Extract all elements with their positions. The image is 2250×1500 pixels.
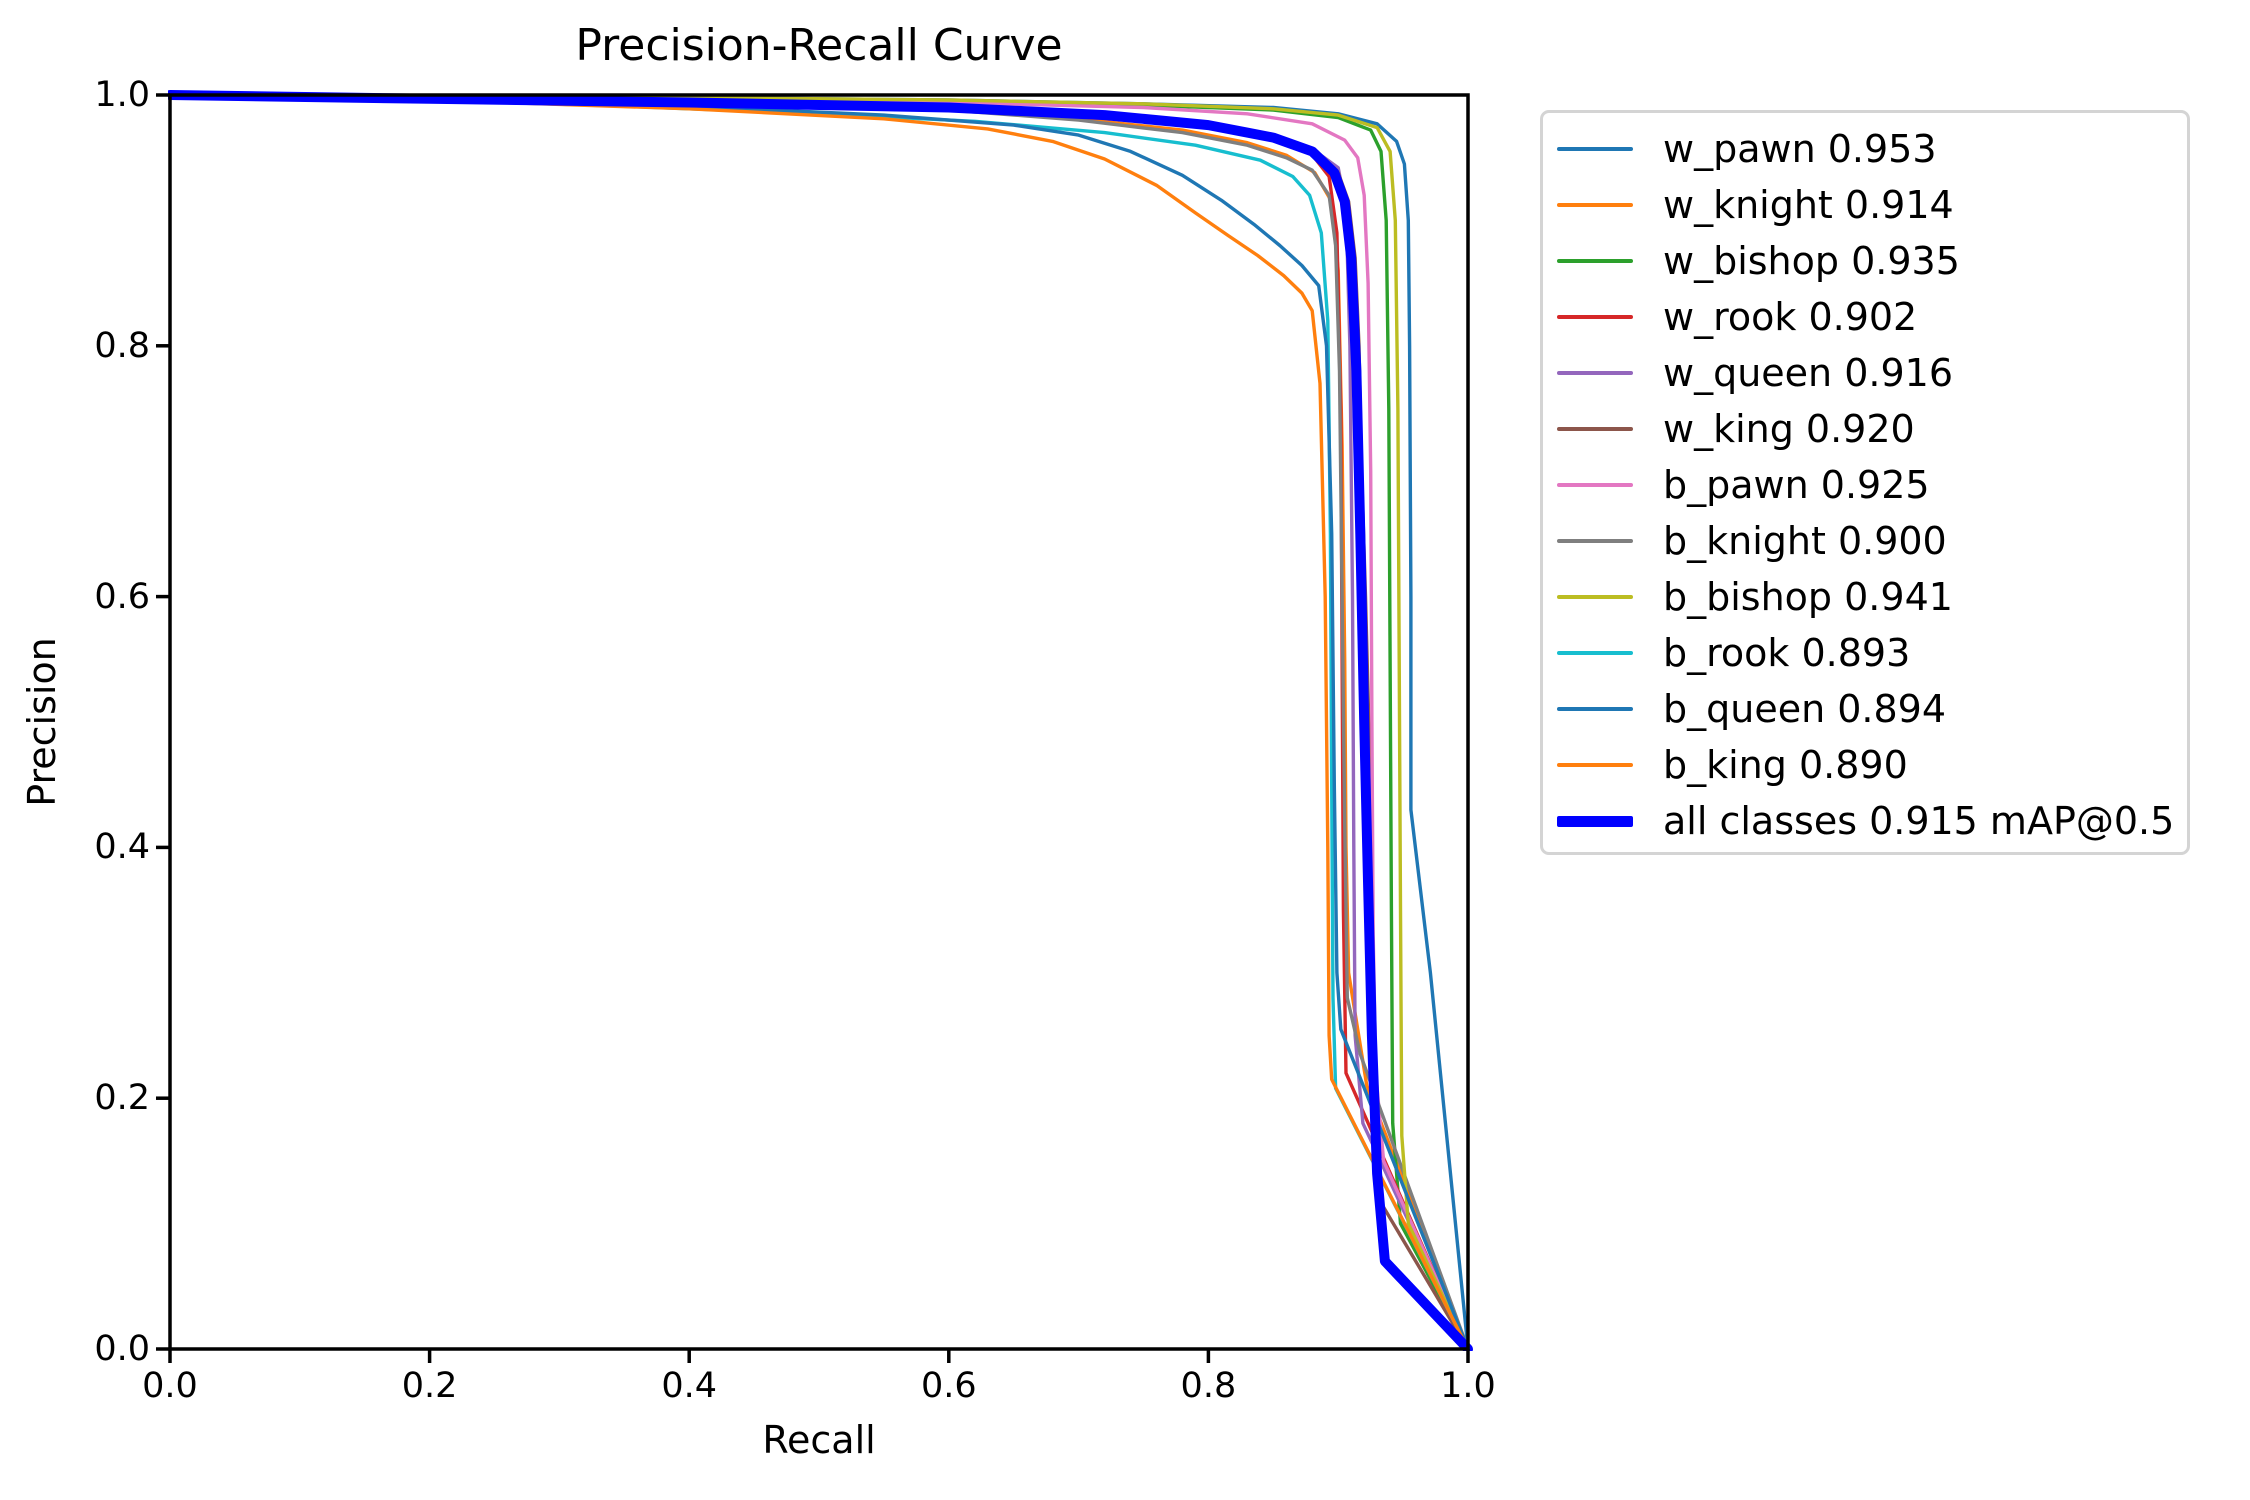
legend-item: b_knight 0.900 [1557,513,2187,569]
legend-item: w_queen 0.916 [1557,345,2187,401]
pr-curve-b_rook [168,93,1470,1351]
legend-line-swatch [1557,202,1633,208]
x-tick-label: 0.8 [1180,1366,1237,1406]
legend-item: w_pawn 0.953 [1557,121,2187,177]
legend-item: w_knight 0.914 [1557,177,2187,233]
pr-curve-w_bishop [168,93,1470,1351]
pr-curve-b_queen [168,93,1470,1351]
y-tick-label: 0.0 [94,1329,150,1369]
legend-line-swatch [1557,258,1633,264]
legend-item: b_rook 0.893 [1557,625,2187,681]
legend-item: b_king 0.890 [1557,737,2187,793]
legend-item: all classes 0.915 mAP@0.5 [1557,793,2187,849]
y-tick-label: 0.4 [94,827,150,868]
axes-spines [168,93,1470,1351]
legend-item: w_rook 0.902 [1557,289,2187,345]
legend-label: w_knight 0.914 [1663,183,1954,227]
y-tick-label: 0.2 [94,1078,150,1119]
x-tick-label: 0.0 [142,1366,198,1406]
legend-line-swatch [1557,370,1633,376]
legend-line-swatch [1557,650,1633,656]
legend-item: w_king 0.920 [1557,401,2187,457]
x-tick-label: 0.4 [661,1366,718,1406]
legend-line-swatch [1557,815,1633,827]
legend-label: w_queen 0.916 [1663,351,1953,395]
pr-curve-b_knight [168,93,1470,1351]
legend-line-swatch [1557,426,1633,432]
legend-label: b_bishop 0.941 [1663,575,1953,619]
legend-label: w_king 0.920 [1663,407,1915,451]
x-tick-label: 0.2 [401,1366,458,1406]
legend-label: b_pawn 0.925 [1663,463,1930,507]
pr-curve-w_rook [168,93,1470,1351]
pr-curve-w_knight [168,93,1470,1351]
legend-line-swatch [1557,762,1633,768]
pr-curve-b_king [168,93,1470,1351]
pr-curve-b_bishop [168,93,1470,1351]
legend-line-swatch [1557,594,1633,600]
legend-item: b_bishop 0.941 [1557,569,2187,625]
x-tick-label: 1.0 [1440,1366,1496,1406]
legend-line-swatch [1557,538,1633,544]
x-tick-label: 0.6 [920,1366,977,1406]
pr-curve-w_pawn [168,93,1470,1351]
legend-line-swatch [1557,314,1633,320]
chart-title: Precision-Recall Curve [575,20,1063,71]
legend-label: w_bishop 0.935 [1663,239,1960,283]
legend-line-swatch [1557,146,1633,152]
pr-curve-w_king [168,93,1470,1351]
legend-label: w_pawn 0.953 [1663,127,1937,171]
pr-curve-all-classes [168,90,1473,1351]
legend-label: w_rook 0.902 [1663,295,1918,339]
x-axis-label: Recall [762,1418,876,1462]
legend-line-swatch [1557,482,1633,488]
legend-label: all classes 0.915 mAP@0.5 [1663,799,2175,843]
y-tick-label: 0.6 [94,576,150,617]
legend-item: b_pawn 0.925 [1557,457,2187,513]
legend-item: w_bishop 0.935 [1557,233,2187,289]
legend-box: w_pawn 0.953 w_knight 0.914 w_bishop 0.935… [1540,110,2190,855]
legend-label: b_knight 0.900 [1663,519,1947,563]
legend-line-swatch [1557,706,1633,712]
y-tick-label: 1.0 [94,75,150,115]
legend-item: b_queen 0.894 [1557,681,2187,737]
y-tick-label: 0.8 [94,325,150,366]
legend-label: b_king 0.890 [1663,743,1908,787]
pr-curve-b_pawn [168,93,1470,1351]
pr-curve-w_queen [168,93,1470,1351]
y-axis-label: Precision [20,637,64,807]
legend-label: b_rook 0.893 [1663,631,1911,675]
legend-label: b_queen 0.894 [1663,687,1947,731]
